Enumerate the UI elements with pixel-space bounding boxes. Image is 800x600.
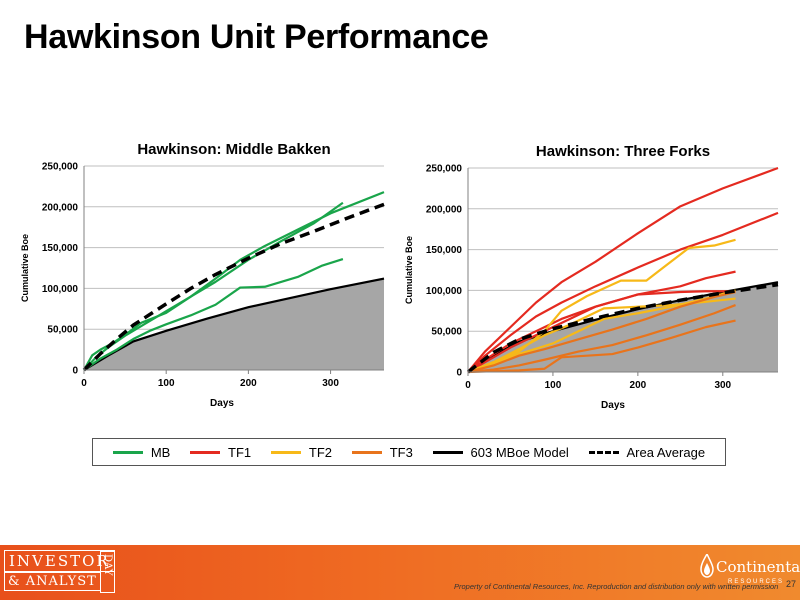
y-tick-label: 250,000 <box>42 162 79 173</box>
legend-item-tf1: TF1 <box>190 445 251 460</box>
disclaimer-text: Property of Continental Resources, Inc. … <box>454 582 779 591</box>
charts-canvas: Hawkinson: Middle Bakken 0 50,000 100,000 15… <box>20 141 779 411</box>
x-tick-label: 300 <box>714 380 731 391</box>
chart-title: Hawkinson: Three Forks <box>536 143 710 160</box>
model-line <box>467 281 779 373</box>
y-tick-label: 250,000 <box>426 164 463 175</box>
y-axis-label: Cumulative Boe <box>404 236 414 304</box>
y-tick-label: 100,000 <box>426 286 463 297</box>
series-line-mb <box>83 201 344 371</box>
logo-text-top: INVESTOR <box>4 550 115 572</box>
legend-item-area-average: Area Average <box>588 444 706 460</box>
brand-name: Continental <box>716 558 800 576</box>
y-tick-label: 0 <box>72 366 78 377</box>
chart-title: Hawkinson: Middle Bakken <box>137 141 330 158</box>
x-tick-label: 300 <box>322 378 339 389</box>
x-tick-label: 100 <box>545 380 562 391</box>
legend-swatch-mb <box>112 450 143 454</box>
series-line-tf1 <box>467 166 779 373</box>
legend-item-model: 603 MBoe Model <box>432 444 569 460</box>
page-number: 27 <box>786 579 797 589</box>
y-tick-label: 150,000 <box>426 245 463 256</box>
y-tick-label: 100,000 <box>42 284 79 295</box>
series-line-mb <box>83 257 344 371</box>
series-line-area-average <box>466 282 779 374</box>
x-axis-label: Days <box>601 400 625 411</box>
x-axis-label: Days <box>210 398 234 409</box>
footer-bar <box>0 545 800 600</box>
flame-icon <box>700 554 714 578</box>
y-tick-label: 50,000 <box>47 325 78 336</box>
y-tick-label: 50,000 <box>431 327 462 338</box>
series-line-tf3 <box>467 319 736 374</box>
legend-item-tf3: TF3 <box>351 444 413 460</box>
legend-label-mb: MB <box>150 444 171 460</box>
series-line-tf1 <box>467 211 779 373</box>
series-line-tf3 <box>467 290 736 374</box>
y-tick-label: 200,000 <box>42 202 79 213</box>
x-tick-label: 200 <box>630 380 647 391</box>
x-tick-label: 200 <box>240 378 257 389</box>
series-line-tf1 <box>467 290 736 373</box>
x-tick-label: 0 <box>81 378 87 389</box>
logo-text-bottom: & ANALYST <box>4 572 101 591</box>
series-line-tf2 <box>467 238 736 374</box>
investor-day-logo: INVESTOR & ANALYST <box>4 548 115 594</box>
legend-swatch-area-average <box>588 450 619 454</box>
legend-label-model: 603 MBoe Model <box>470 444 569 460</box>
legend-label-tf3: TF3 <box>389 444 413 460</box>
legend-label-area-average: Area Average <box>626 444 706 460</box>
x-tick-label: 100 <box>158 378 175 389</box>
model-area-fill <box>84 278 384 370</box>
y-tick-label: 200,000 <box>426 204 463 215</box>
legend-label-tf1: TF1 <box>228 444 252 460</box>
logo-text-day: DAY <box>100 551 115 593</box>
legend-item-mb: MB <box>112 444 171 460</box>
legend-swatch-tf2 <box>270 450 301 454</box>
legend-item-tf2: TF2 <box>270 444 332 460</box>
chart-legend: MB TF1 TF2 TF3 603 MBoe Model Area Avera… <box>92 438 726 466</box>
series-line-area-average <box>82 202 385 372</box>
slide-title: Hawkinson Unit Performance <box>24 18 489 56</box>
y-tick-label: 150,000 <box>42 243 79 254</box>
legend-swatch-tf3 <box>351 450 382 454</box>
y-tick-label: 0 <box>456 368 462 379</box>
legend-swatch-tf1 <box>190 450 221 454</box>
x-tick-label: 0 <box>465 380 471 391</box>
legend-label-tf2: TF2 <box>308 444 332 460</box>
y-axis-label: Cumulative Boe <box>20 234 30 302</box>
legend-swatch-model <box>432 450 463 454</box>
series-line-tf3 <box>467 304 736 374</box>
brand-sub: RESOURCES <box>728 579 785 585</box>
